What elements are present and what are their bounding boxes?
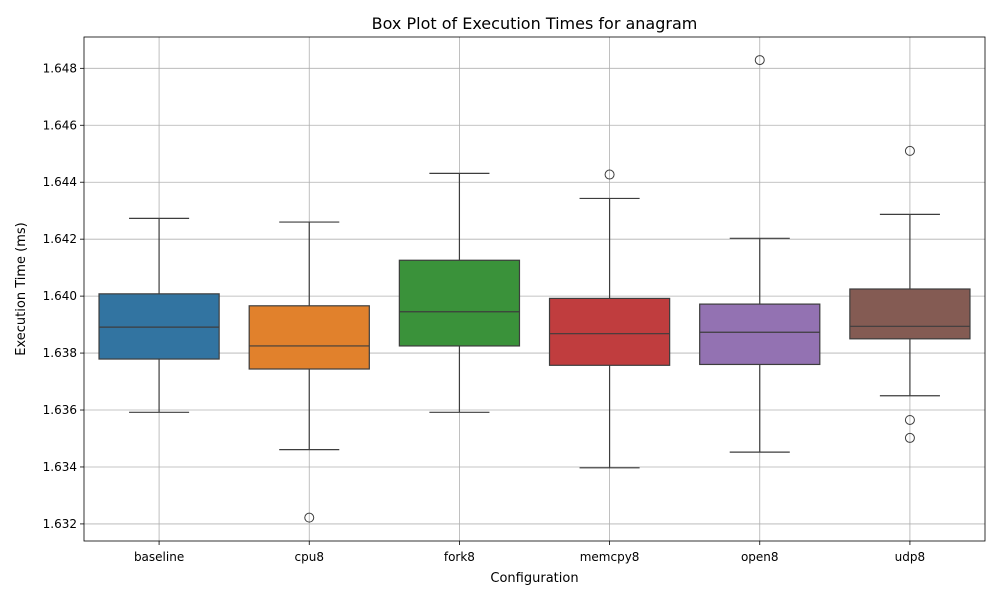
box-udp8 — [849, 145, 971, 443]
box-memcpy8 — [548, 169, 671, 469]
x-tick-label: fork8 — [444, 550, 475, 564]
iqr-box — [248, 305, 370, 370]
y-axis: 1.632 1.634 1.636 1.638 1.640 1.642 1.644 1.646… — [43, 61, 84, 531]
y-axis-label: Execution Time (ms) — [14, 222, 29, 355]
box-baseline — [98, 217, 220, 413]
y-tick-label: 1.642 — [43, 232, 77, 246]
y-tick-label: 1.634 — [43, 460, 77, 474]
box-fork8 — [398, 172, 521, 413]
y-tick-label: 1.648 — [43, 61, 77, 75]
x-tick-label: udp8 — [895, 550, 925, 564]
y-tick-label: 1.638 — [43, 346, 77, 360]
y-tick-label: 1.636 — [43, 403, 77, 417]
outlier-point — [904, 432, 915, 443]
iqr-box — [98, 293, 220, 360]
x-tick-label: baseline — [134, 550, 184, 564]
outlier-point — [904, 414, 915, 425]
iqr-box — [849, 288, 971, 340]
outlier-point — [754, 55, 765, 66]
outlier-point — [604, 169, 615, 180]
plot-area — [84, 37, 985, 541]
box-open8 — [699, 55, 821, 453]
box-cpu8 — [248, 221, 370, 523]
x-axis: baseline cpu8 fork8 memcpy8 open8 udp8 — [134, 541, 925, 564]
chart-title: Box Plot of Execution Times for anagram — [372, 14, 698, 33]
y-tick-label: 1.646 — [43, 118, 77, 132]
box-series — [98, 55, 971, 523]
y-tick-label: 1.640 — [43, 289, 77, 303]
outlier-point — [304, 512, 315, 523]
x-tick-label: memcpy8 — [580, 550, 640, 564]
outlier-point — [904, 145, 915, 156]
iqr-box — [398, 259, 521, 347]
x-tick-label: cpu8 — [295, 550, 324, 564]
iqr-box — [699, 303, 821, 366]
plot-frame — [83, 36, 986, 542]
y-tick-label: 1.644 — [43, 175, 77, 189]
x-tick-label: open8 — [741, 550, 779, 564]
iqr-box — [548, 297, 671, 366]
x-axis-label: Configuration — [490, 571, 578, 586]
y-tick-label: 1.632 — [43, 517, 77, 531]
